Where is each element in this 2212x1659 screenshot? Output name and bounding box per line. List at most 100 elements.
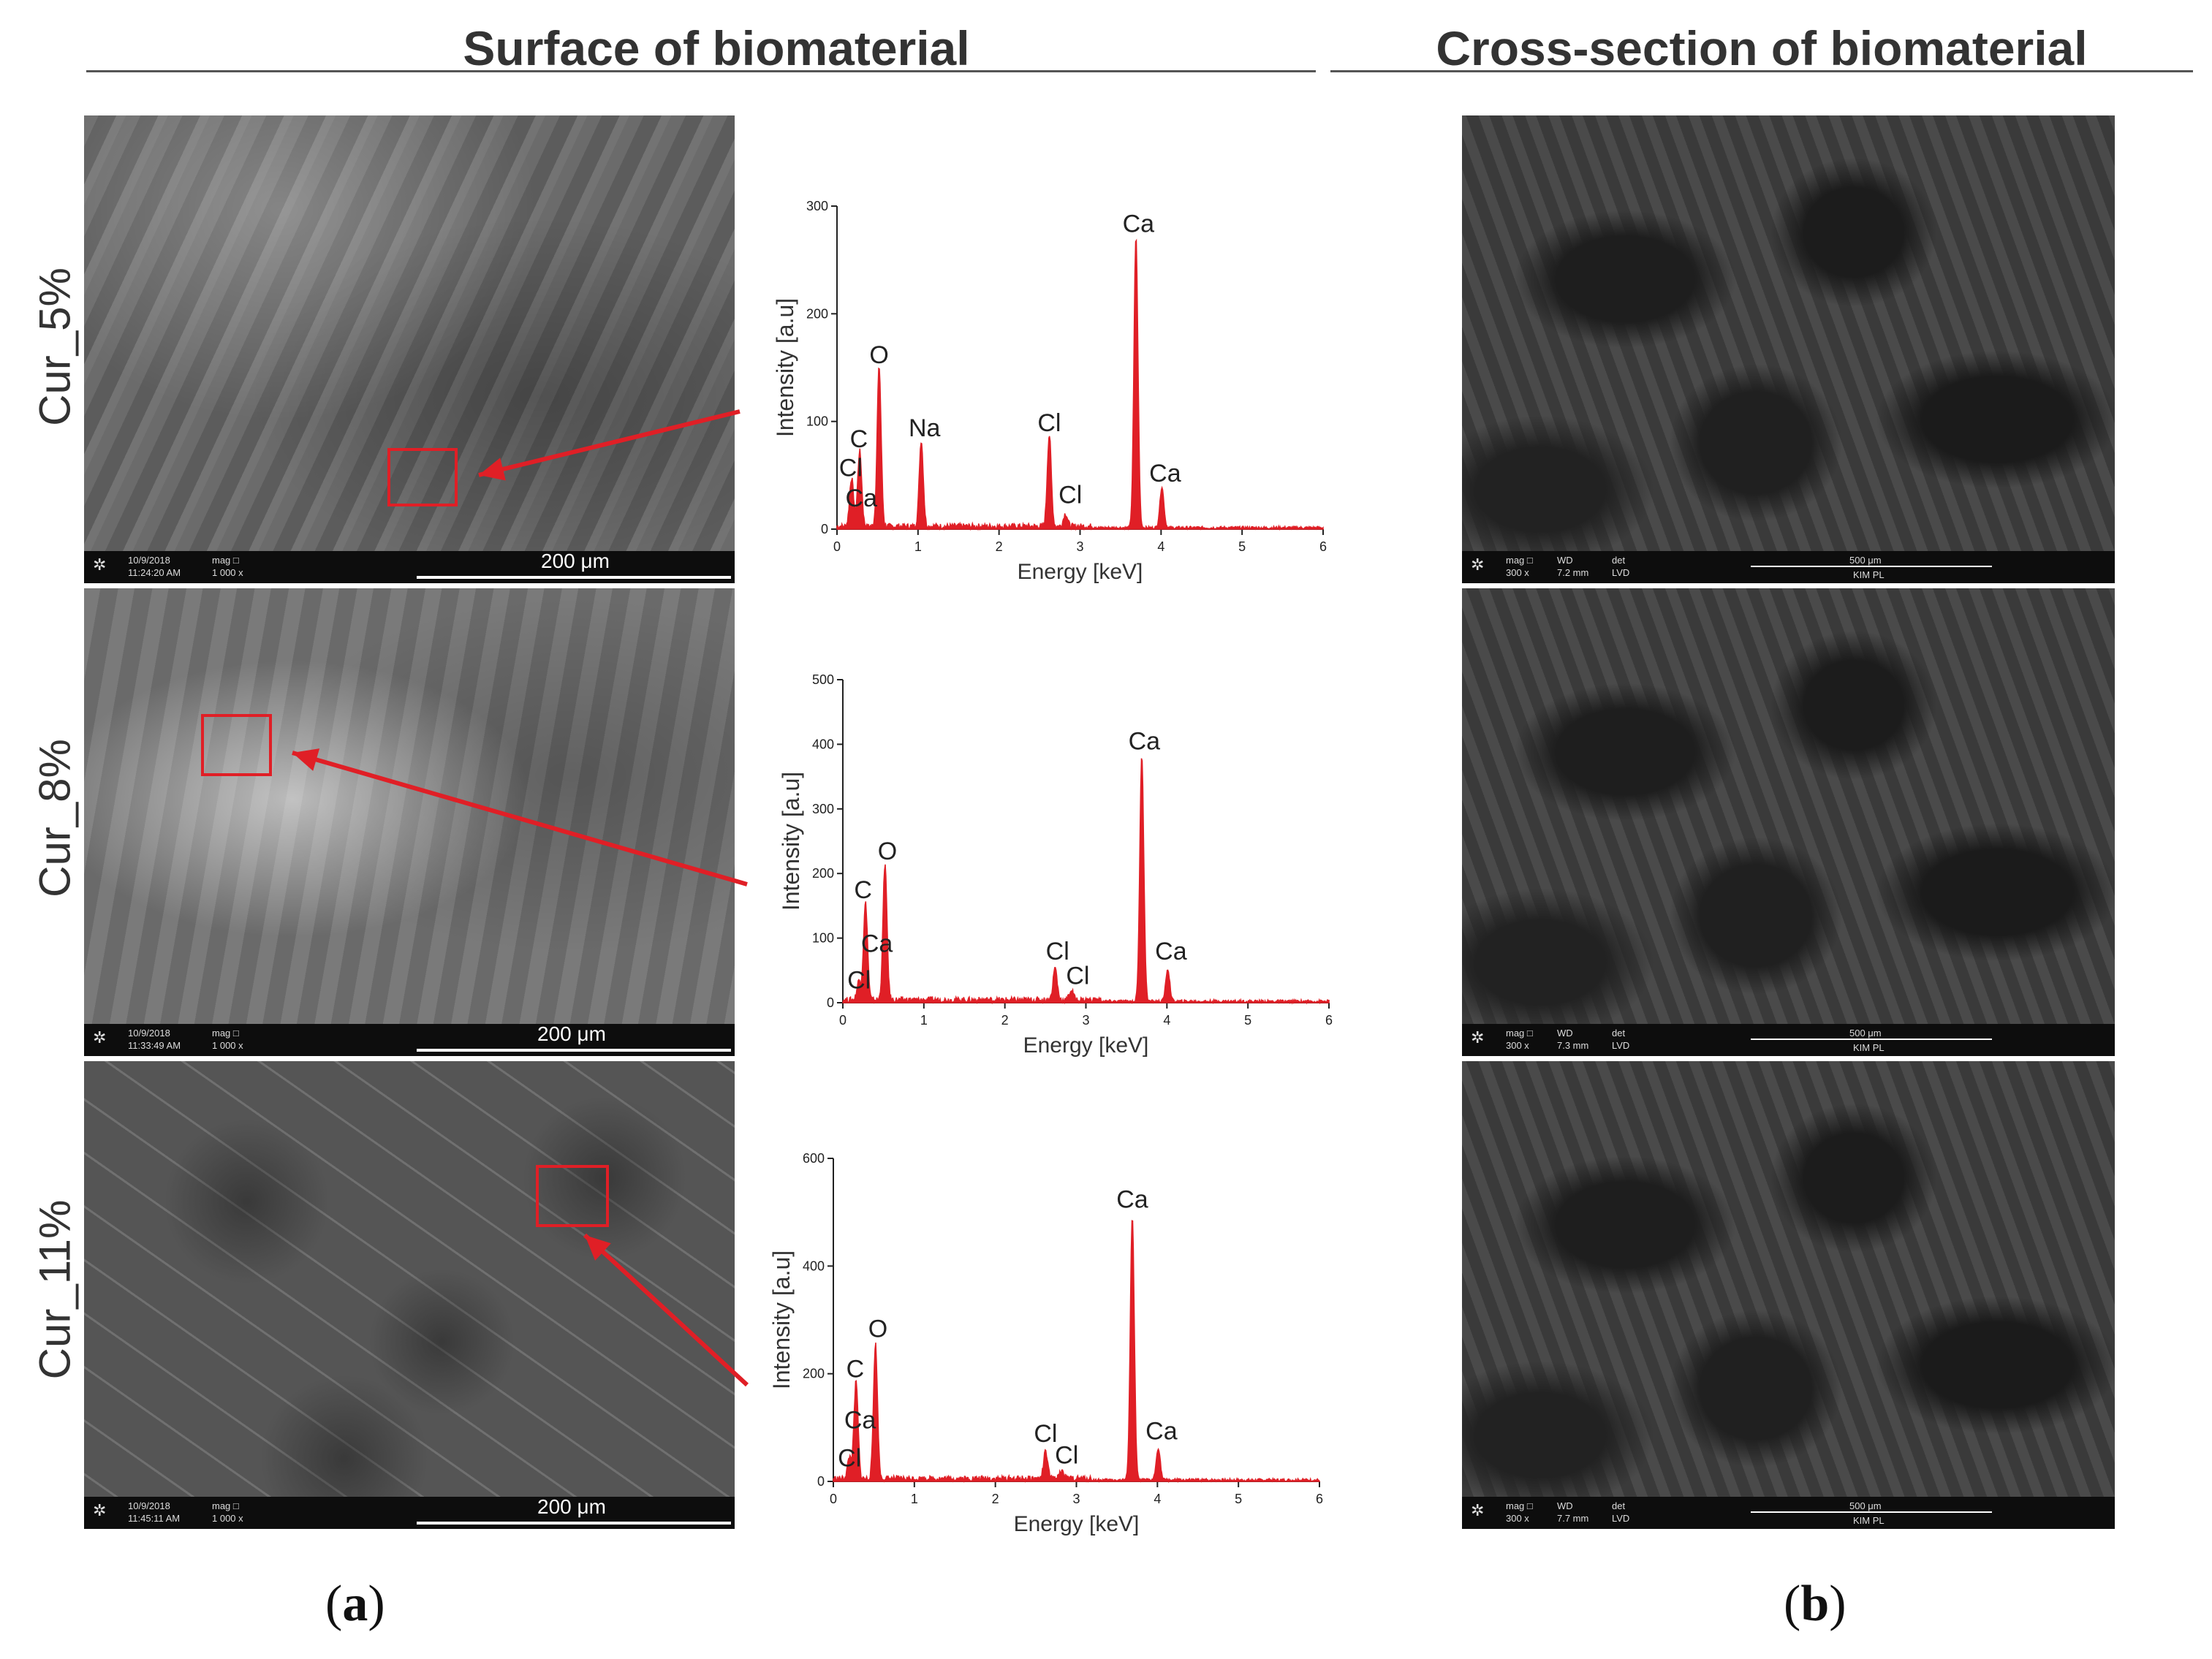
x-tick-label: 5 — [1238, 539, 1246, 554]
x-axis-label: Energy [keV] — [1018, 560, 1143, 584]
peak-label: Ca — [1149, 460, 1181, 487]
x-tick-label: 1 — [920, 1013, 928, 1028]
x-tick-label: 4 — [1157, 539, 1164, 554]
roi-box — [536, 1165, 609, 1227]
cross-title-rule — [1330, 70, 2193, 72]
y-axis-label: Intensity [a.u] — [768, 1250, 795, 1389]
peak-label: Ca — [846, 485, 878, 512]
roi-box — [201, 714, 272, 776]
x-tick-label: 2 — [1001, 1013, 1009, 1028]
x-tick-label: 2 — [992, 1492, 999, 1506]
sem-surface-image-cur-8: ✲ 10/9/2018 11:33:49 AM mag □ 1 000 x 200 … — [84, 588, 735, 1056]
sem-cross-section-image-cur-5: ✲ mag □ 300 x WD 7.2 mm det LVD 500 μm KIM … — [1462, 115, 2115, 583]
x-tick-label: 6 — [1319, 539, 1327, 554]
sem-data-bar: ✲ 10/9/2018 11:33:49 AM mag □ 1 000 x 200 … — [84, 1022, 735, 1056]
x-tick-label: 4 — [1163, 1013, 1170, 1028]
peak-label: Cl — [1055, 1442, 1078, 1470]
y-tick-label: 0 — [821, 522, 828, 536]
peak-label: Cl — [1034, 1420, 1057, 1448]
fei-logo-icon: ✲ — [1471, 1501, 1485, 1519]
sem-data-bar: ✲ mag □ 300 x WD 7.7 mm det LVD 500 μm KIM … — [1462, 1497, 2115, 1529]
y-tick-label: 300 — [806, 199, 828, 213]
surface-title: Surface of biomaterial — [463, 21, 970, 75]
x-axis-label: Energy [keV] — [1014, 1512, 1140, 1536]
peak-label: Ca — [1123, 210, 1155, 238]
x-tick-label: 1 — [914, 539, 922, 554]
scale-bar — [417, 1522, 731, 1525]
y-tick-label: 400 — [803, 1259, 825, 1273]
y-tick-label: 500 — [812, 672, 834, 687]
peak-label: Cl — [1058, 482, 1082, 509]
x-tick-label: 0 — [833, 539, 841, 554]
peak-label: Cl — [838, 1444, 861, 1472]
sem-cross-section-image-cur-8: ✲ mag □ 300 x WD 7.3 mm det LVD 500 μm KIM … — [1462, 588, 2115, 1056]
fei-logo-icon: ✲ — [93, 1501, 107, 1519]
peak-label: Cl — [839, 455, 863, 482]
y-tick-label: 0 — [827, 995, 834, 1010]
peak-label: Ca — [844, 1407, 876, 1435]
x-tick-label: 3 — [1076, 539, 1083, 554]
x-tick-label: 5 — [1235, 1492, 1242, 1506]
sem-data-bar: ✲ mag □ 300 x WD 7.2 mm det LVD 500 μm KIM … — [1462, 551, 2115, 583]
peak-label: C — [850, 425, 868, 453]
y-tick-label: 100 — [812, 931, 834, 946]
x-tick-label: 3 — [1072, 1492, 1080, 1506]
spectrum-series — [842, 758, 1330, 1005]
x-tick-label: 6 — [1325, 1013, 1333, 1028]
figure-label-b: (b) — [1784, 1576, 1847, 1632]
peak-label: Cl — [1066, 963, 1089, 990]
y-tick-label: 600 — [803, 1151, 825, 1166]
y-tick-label: 300 — [812, 802, 834, 816]
x-tick-label: 0 — [839, 1013, 846, 1028]
scale-bar — [417, 576, 731, 579]
scale-bar — [1751, 1039, 1992, 1040]
peak-label: Ca — [1155, 938, 1187, 965]
x-tick-label: 5 — [1244, 1013, 1251, 1028]
row-label-cur-8: Cur_8% — [30, 739, 80, 897]
peak-label: Na — [909, 414, 941, 442]
y-tick-label: 400 — [812, 737, 834, 751]
scale-bar — [417, 1049, 731, 1052]
peak-label: C — [854, 876, 872, 904]
fei-logo-icon: ✲ — [1471, 555, 1485, 574]
x-axis-label: Energy [keV] — [1023, 1033, 1149, 1058]
y-tick-label: 100 — [806, 414, 828, 429]
cross-section-title: Cross-section of biomaterial — [1436, 21, 2088, 75]
y-axis-label: Intensity [a.u] — [772, 298, 798, 437]
y-tick-label: 200 — [806, 306, 828, 321]
x-tick-label: 2 — [996, 539, 1003, 554]
sem-surface-image-cur-5: ✲ 10/9/2018 11:24:20 AM mag □ 1 000 x 200 … — [84, 115, 735, 583]
peak-label: Ca — [861, 930, 893, 957]
x-tick-label: 0 — [830, 1492, 837, 1506]
x-tick-label: 4 — [1154, 1492, 1161, 1506]
fei-logo-icon: ✲ — [93, 1028, 107, 1047]
peak-label: Ca — [1116, 1186, 1148, 1214]
spectrum-series — [833, 1220, 1320, 1484]
surface-title-rule — [86, 70, 1316, 72]
sem-surface-image-cur-11: ✲ 10/9/2018 11:45:11 AM mag □ 1 000 x 200 … — [84, 1061, 735, 1529]
fei-logo-icon: ✲ — [93, 555, 107, 574]
figure-label-a: (a) — [325, 1576, 385, 1632]
y-tick-label: 0 — [817, 1474, 825, 1489]
peak-label: Ca — [1145, 1417, 1178, 1445]
scale-label: 200 μm — [537, 1495, 606, 1518]
sem-data-bar: ✲ 10/9/2018 11:45:11 AM mag □ 1 000 x 200 … — [84, 1495, 735, 1529]
y-tick-label: 200 — [803, 1367, 825, 1381]
x-tick-label: 1 — [911, 1492, 918, 1506]
row-label-cur-11: Cur_11% — [30, 1199, 80, 1380]
peak-label: O — [868, 1315, 887, 1343]
spectrum-series — [836, 238, 1324, 531]
peak-label: Cl — [1046, 938, 1069, 965]
y-tick-label: 200 — [812, 866, 834, 881]
row-label-cur-5: Cur_5% — [30, 267, 80, 426]
sem-data-bar: ✲ 10/9/2018 11:24:20 AM mag □ 1 000 x 200 … — [84, 550, 735, 583]
sem-cross-section-image-cur-11: ✲ mag □ 300 x WD 7.7 mm det LVD 500 μm KIM … — [1462, 1061, 2115, 1529]
scale-label: 200 μm — [537, 1022, 606, 1045]
peak-label: O — [869, 341, 888, 369]
y-axis-label: Intensity [a.u] — [778, 772, 804, 911]
scale-bar — [1751, 1511, 1992, 1513]
peak-label: C — [846, 1356, 865, 1383]
sem-data-bar: ✲ mag □ 300 x WD 7.3 mm det LVD 500 μm KIM … — [1462, 1024, 2115, 1056]
peak-label: Ca — [1129, 728, 1161, 756]
scale-label: 200 μm — [541, 550, 610, 572]
